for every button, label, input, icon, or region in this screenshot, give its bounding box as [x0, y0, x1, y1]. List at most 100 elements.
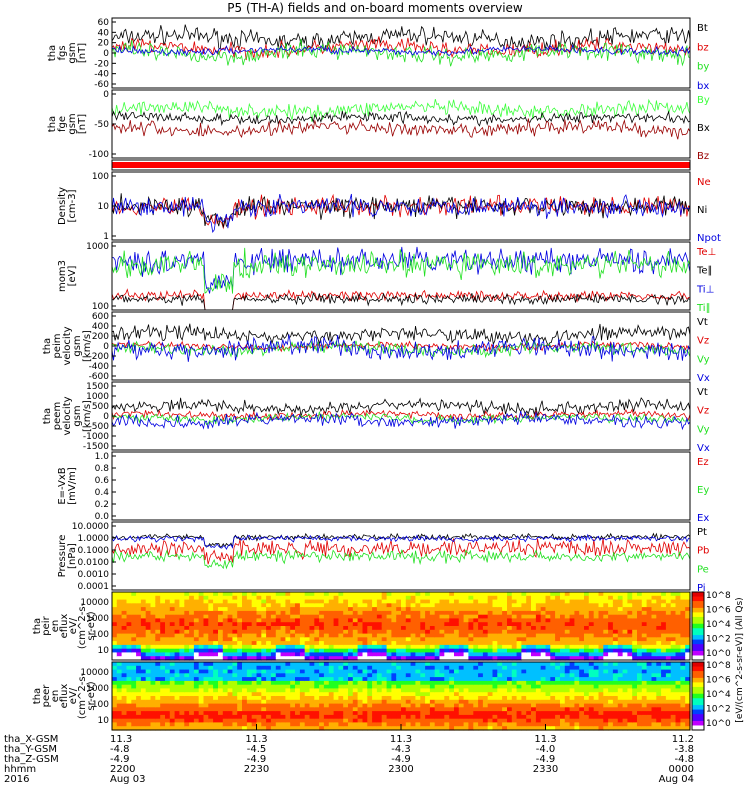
spectrogram-cell: [290, 680, 296, 686]
spectrogram-cell: [362, 595, 368, 601]
spectrogram-cell: [208, 696, 214, 701]
spectrogram-cell: [449, 669, 455, 674]
spectrogram-cell: [362, 629, 368, 635]
spectrogram-cell: [429, 644, 436, 650]
spectrogram-cell: [675, 703, 681, 708]
spectrogram-cell: [685, 662, 691, 667]
spectrogram-cell: [227, 656, 233, 661]
spectrogram-cell: [160, 610, 166, 616]
spectrogram-cell: [555, 711, 561, 716]
spectrogram-cell: [555, 641, 561, 646]
spectrogram-cell: [454, 656, 460, 661]
spectrogram-cell: [362, 680, 368, 686]
spectrogram-cell: [449, 641, 455, 646]
spectrogram-cell: [126, 680, 132, 686]
spectrogram-cell: [521, 722, 527, 727]
spectrogram-cell: [415, 652, 421, 657]
spectrogram-cell: [550, 633, 556, 638]
spectrogram-cell: [670, 595, 677, 601]
spectrogram-cell: [213, 648, 219, 654]
spectrogram-cell: [598, 599, 604, 604]
spectrogram-cell: [280, 626, 286, 631]
spectrogram-cell: [145, 711, 152, 716]
spectrogram-cell: [357, 599, 363, 604]
x-tick-label: 11.3: [534, 734, 556, 745]
spectrogram-cell: [165, 707, 171, 712]
spectrogram-cell: [391, 718, 397, 724]
y-axis-label: E=-VxB: [57, 467, 68, 504]
spectrogram-cell: [410, 629, 416, 635]
spectrogram-cell: [174, 637, 180, 642]
spectrogram-cell: [540, 684, 547, 690]
spectrogram-cell: [357, 680, 363, 686]
spectrogram-cell: [376, 618, 383, 623]
spectrogram-cell: [304, 648, 311, 654]
spectrogram-cell: [521, 688, 527, 693]
spectrogram-cell: [256, 718, 262, 724]
spectrogram-cell: [651, 618, 657, 623]
spectrogram-cell: [617, 614, 624, 620]
spectrogram-cell: [665, 696, 672, 701]
spectrogram-cell: [150, 688, 156, 693]
spectrogram-cell: [222, 680, 229, 686]
spectrogram-cell: [299, 665, 306, 671]
spectrogram-cell: [420, 714, 426, 720]
spectrogram-cell: [646, 669, 652, 674]
spectrogram-cell: [184, 644, 190, 650]
spectrogram-cell: [309, 599, 315, 604]
spectrogram-cell: [372, 722, 378, 727]
spectrogram-cell: [266, 711, 272, 716]
spectrogram-cell: [458, 644, 465, 650]
spectrogram-cell: [357, 592, 363, 597]
spectrogram-cell: [502, 599, 508, 604]
spectrogram-cell: [405, 680, 412, 686]
spectrogram-cell: [454, 629, 460, 635]
series-line-fgs: [111, 44, 691, 57]
y-axis-label: gsm: [67, 42, 78, 63]
spectrogram-cell: [372, 714, 378, 720]
spectrogram-cell: [299, 618, 306, 623]
spectrogram-cell: [535, 641, 542, 646]
spectrogram-cell: [516, 673, 522, 678]
spectrogram-cell: [391, 652, 397, 657]
spectrogram-cell: [237, 699, 243, 705]
spectrogram-cell: [598, 711, 604, 716]
spectrogram-cell: [564, 673, 571, 678]
spectrogram-cell: [564, 680, 571, 686]
spectrogram-cell: [401, 622, 407, 627]
spectrogram-cell: [410, 722, 416, 727]
spectrogram-cell: [420, 707, 426, 712]
spectrogram-cell: [516, 718, 522, 724]
spectrogram-cell: [208, 652, 214, 657]
spectrogram-cell: [145, 692, 152, 697]
spectrogram-cell: [531, 718, 537, 724]
spectrogram-cell: [136, 696, 142, 701]
spectrogram-cell: [261, 714, 267, 720]
spectrogram-cell: [429, 665, 436, 671]
spectrogram-cell: [362, 718, 368, 724]
spectrogram-cell: [661, 677, 667, 682]
spectrogram-cell: [531, 692, 537, 697]
legend-entry: Pb: [697, 546, 709, 557]
spectrogram-cell: [150, 592, 156, 597]
spectrogram-cell: [550, 637, 556, 642]
spectrogram-cell: [256, 696, 262, 701]
spectrogram-cell: [112, 633, 118, 638]
spectrogram-cell: [242, 688, 248, 693]
spectrogram-cell: [116, 599, 123, 604]
spectrogram-cell: [545, 603, 551, 608]
spectrogram-cell: [381, 707, 388, 712]
spectrogram-cell: [116, 669, 123, 674]
spectrogram-cell: [169, 722, 176, 727]
spectrogram-cell: [531, 633, 537, 638]
spectrogram-cell: [222, 644, 229, 650]
spectrogram-cell: [299, 629, 306, 635]
spectrogram-cell: [463, 680, 469, 686]
spectrogram-cell: [314, 680, 320, 686]
spectrogram-cell: [372, 637, 378, 642]
colorbar-cell: [692, 619, 704, 623]
spectrogram-cell: [290, 684, 296, 690]
spectrogram-cell: [145, 699, 152, 705]
spectrogram-cell: [646, 595, 652, 601]
spectrogram-cell: [439, 669, 445, 674]
